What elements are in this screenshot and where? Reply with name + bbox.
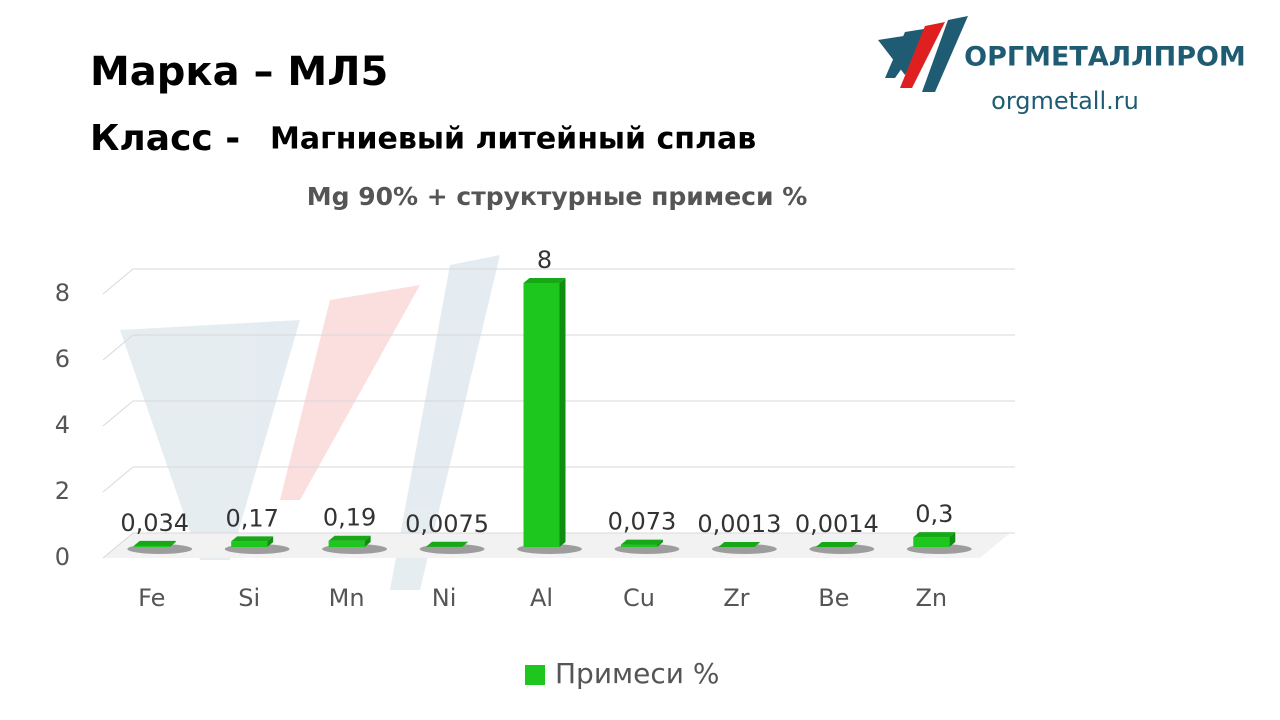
bar-top xyxy=(231,536,274,542)
legend-label: Примеси % xyxy=(555,657,719,690)
grid-line-side xyxy=(102,400,134,427)
data-label: 0,19 xyxy=(323,504,376,532)
x-tick-label: Ni xyxy=(432,584,457,612)
grade: Марка – МЛ5 xyxy=(90,49,388,95)
bar-side xyxy=(754,541,761,547)
logo-url: orgmetall.ru xyxy=(991,87,1139,115)
bar-side xyxy=(169,540,176,547)
legend-swatch xyxy=(525,665,545,685)
bar xyxy=(133,545,170,547)
x-tick-label: Si xyxy=(238,584,260,612)
bar-top xyxy=(620,539,663,545)
data-label: 0,0013 xyxy=(697,510,781,538)
bar-side xyxy=(949,532,956,547)
bar-side xyxy=(267,536,274,547)
bar-side xyxy=(851,541,858,547)
data-label: 0,0075 xyxy=(405,510,489,538)
y-tick-label: 0 xyxy=(55,543,70,571)
data-label: 0,17 xyxy=(225,504,278,532)
data-label: 0,034 xyxy=(120,509,189,537)
bar-side xyxy=(364,535,371,547)
x-tick-label: Fe xyxy=(138,584,165,612)
class-value: Магниевый литейный сплав xyxy=(270,122,756,157)
grid-line-side xyxy=(102,334,134,361)
bar-top xyxy=(815,541,858,547)
bar-top xyxy=(426,541,469,547)
y-tick-label: 6 xyxy=(55,345,70,373)
x-tick-label: Be xyxy=(818,584,849,612)
grid-line-side xyxy=(102,466,134,493)
bar-top xyxy=(523,278,566,283)
data-label: 0,073 xyxy=(608,508,677,536)
x-tick-label: Mn xyxy=(329,584,365,612)
bar xyxy=(523,283,560,547)
logo-mark xyxy=(878,16,968,92)
x-tick-label: Zn xyxy=(915,584,947,612)
data-label: 0,3 xyxy=(915,500,953,528)
bar-top xyxy=(328,535,371,541)
watermark xyxy=(120,255,500,590)
grid-line-side xyxy=(102,532,134,559)
x-tick-label: Cu xyxy=(623,584,655,612)
bar xyxy=(913,537,950,547)
bar xyxy=(328,540,365,547)
class-label: Класс - xyxy=(90,118,240,159)
bar-side xyxy=(656,539,663,547)
x-tick-label: Zr xyxy=(723,584,749,612)
data-label: 8 xyxy=(537,246,552,274)
y-tick-label: 2 xyxy=(55,477,70,505)
data-label: 0,0014 xyxy=(795,510,879,538)
bar-side xyxy=(462,541,469,547)
bar xyxy=(620,544,657,547)
bar xyxy=(231,541,268,547)
bar-top xyxy=(913,532,956,538)
logo-name: ОРГМЕТАЛЛПРОМ xyxy=(964,42,1246,73)
grid-line-side xyxy=(102,268,134,295)
bar-side xyxy=(559,278,566,547)
y-tick-label: 4 xyxy=(55,411,70,439)
chart-title: Mg 90% + структурные примеси % xyxy=(307,182,808,211)
x-tick-label: Al xyxy=(530,584,553,612)
bar-top xyxy=(133,540,176,546)
y-tick-label: 8 xyxy=(55,279,70,307)
bar-top xyxy=(718,541,761,547)
